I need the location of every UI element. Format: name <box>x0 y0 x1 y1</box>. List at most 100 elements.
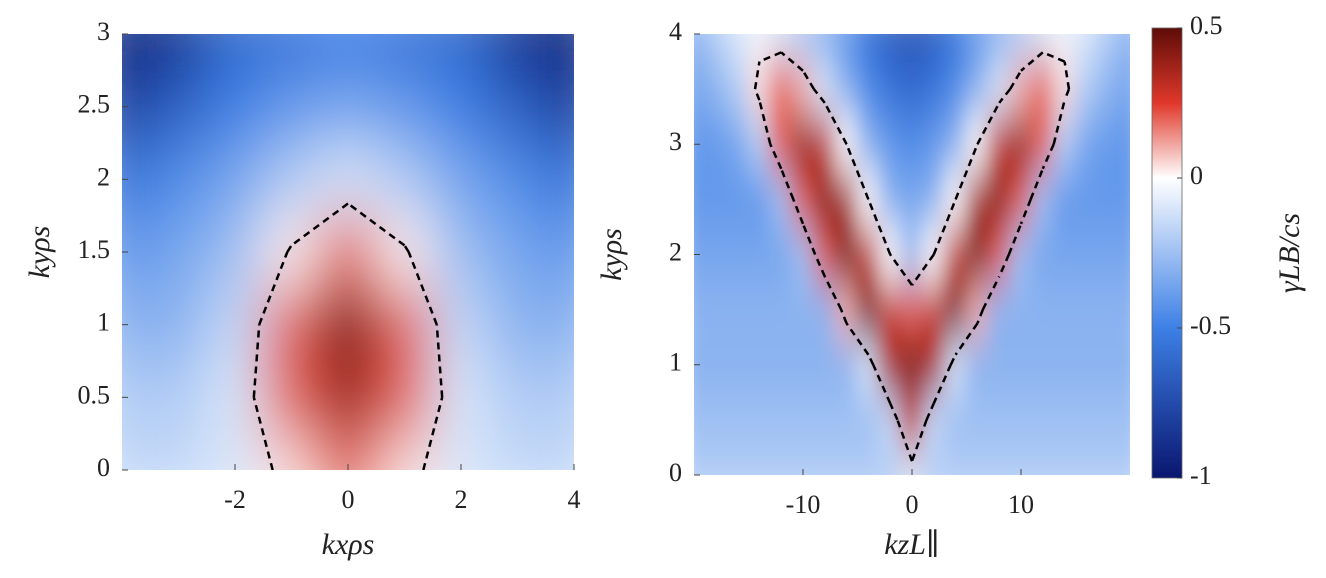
y-tick-label: 0 <box>97 453 110 482</box>
heatmap-cell <box>488 432 547 470</box>
heatmap-cell <box>769 60 794 118</box>
heatmap-cells <box>122 34 574 470</box>
contour-segment <box>286 244 293 253</box>
contour-segment <box>889 253 914 286</box>
heatmap-cell <box>488 214 547 290</box>
heatmap-cell <box>856 115 881 173</box>
heatmap-cell <box>149 287 208 362</box>
heatmap-cell <box>725 281 750 339</box>
heatmap-cell <box>1052 446 1077 475</box>
heatmap-cell <box>375 287 434 362</box>
contour-segment <box>780 168 795 200</box>
heatmap-cell <box>812 446 837 475</box>
contour-segment <box>867 198 892 255</box>
heatmap-cell <box>1052 391 1077 449</box>
heatmap-cell <box>769 336 794 394</box>
heatmap-cell <box>900 391 924 449</box>
heatmap-cell <box>488 34 547 72</box>
heatmap-cell <box>965 391 990 449</box>
heatmap-cell <box>834 34 859 63</box>
y-tick-label: 2 <box>669 237 682 266</box>
heatmap-cell <box>725 225 750 284</box>
heatmap-cell <box>747 60 772 118</box>
heatmap-cell <box>725 170 750 228</box>
colorbar <box>1151 27 1183 479</box>
heatmap-cell <box>703 60 728 118</box>
heatmap-cell <box>987 60 1012 118</box>
heatmap-cell <box>943 60 968 118</box>
heatmap-cell <box>921 170 946 228</box>
contour-segment <box>801 70 815 90</box>
heatmap-cell <box>318 360 378 435</box>
heatmap-cell <box>1118 336 1130 394</box>
heatmap-cell <box>375 34 434 72</box>
contour-segment <box>1009 70 1023 90</box>
heatmap-cell <box>834 446 859 475</box>
heatmap-cell <box>987 281 1012 339</box>
heatmap-cell <box>1074 225 1099 284</box>
x-axis-label: kzL∥ <box>884 528 940 561</box>
heatmap-cell <box>703 446 728 475</box>
colorbar-tick-label: -0.5 <box>1190 311 1231 340</box>
heatmap-cell <box>694 281 706 339</box>
contour-segment <box>769 143 783 170</box>
contour-segment <box>889 402 899 421</box>
contour-segment <box>801 223 817 255</box>
heatmap-cell <box>1096 391 1121 449</box>
heatmap-cell <box>375 214 434 290</box>
heatmap-cell <box>878 60 903 118</box>
contour-segment <box>753 61 761 90</box>
heatmap-cell <box>1074 170 1099 228</box>
y-tick-label: 1 <box>97 308 110 337</box>
contour-segment <box>954 322 979 356</box>
heatmap-cell <box>1030 115 1055 173</box>
contour-segment <box>932 198 957 255</box>
heatmap-cell <box>1009 225 1033 284</box>
contour-segment <box>981 275 1001 311</box>
heatmap-cell <box>900 115 924 173</box>
heatmap-cell <box>965 225 990 284</box>
chart: -2 0 2 4 0 0.5 1 1.5 2 2.5 3 kxρs kyρs <box>23 17 581 561</box>
heatmap-cell <box>488 287 547 362</box>
heatmap-cell <box>1030 60 1055 118</box>
heatmap-cell <box>318 214 378 290</box>
heatmap-cell <box>1030 170 1055 228</box>
heatmap-cell <box>769 115 794 173</box>
heatmap-cell <box>900 34 924 63</box>
heatmap-cell <box>1009 446 1033 475</box>
heatmap-cell <box>791 391 815 449</box>
heatmap-cell <box>747 34 772 63</box>
contour-segment <box>812 88 826 104</box>
contour-segment <box>976 309 985 324</box>
contour <box>252 202 444 470</box>
heatmap-cell <box>725 60 750 118</box>
heatmap-cell <box>149 432 208 470</box>
contour-segment <box>867 354 875 366</box>
contour-segment <box>998 253 1011 278</box>
heatmap-cell <box>987 391 1012 449</box>
y-tick-label: 0.5 <box>78 380 111 409</box>
heatmap-cell <box>1118 34 1130 63</box>
heatmap-cell <box>1074 115 1099 173</box>
contour-segment <box>839 309 848 324</box>
colorbar-tick-label: -1 <box>1190 461 1212 490</box>
heatmap-cell <box>769 391 794 449</box>
x-tick-label: 10 <box>1008 490 1034 519</box>
heatmap-cell <box>987 115 1012 173</box>
heatmap-cell <box>1052 34 1077 63</box>
contour-segment <box>1029 168 1044 200</box>
heatmap-cell <box>791 60 815 118</box>
heatmap-cell <box>987 336 1012 394</box>
heatmap-cell <box>1074 446 1099 475</box>
contour-segment <box>758 99 772 145</box>
heatmap-cell <box>747 446 772 475</box>
heatmap-cell <box>1030 446 1055 475</box>
contour-segment <box>1063 88 1071 101</box>
heatmap-cell <box>725 115 750 173</box>
heatmap-cell <box>1009 336 1033 394</box>
heatmap-cell <box>318 34 378 72</box>
colorbar-tick-label: 0 <box>1190 161 1203 190</box>
x-tick-label: -2 <box>224 485 246 514</box>
heatmap-cell <box>965 170 990 228</box>
